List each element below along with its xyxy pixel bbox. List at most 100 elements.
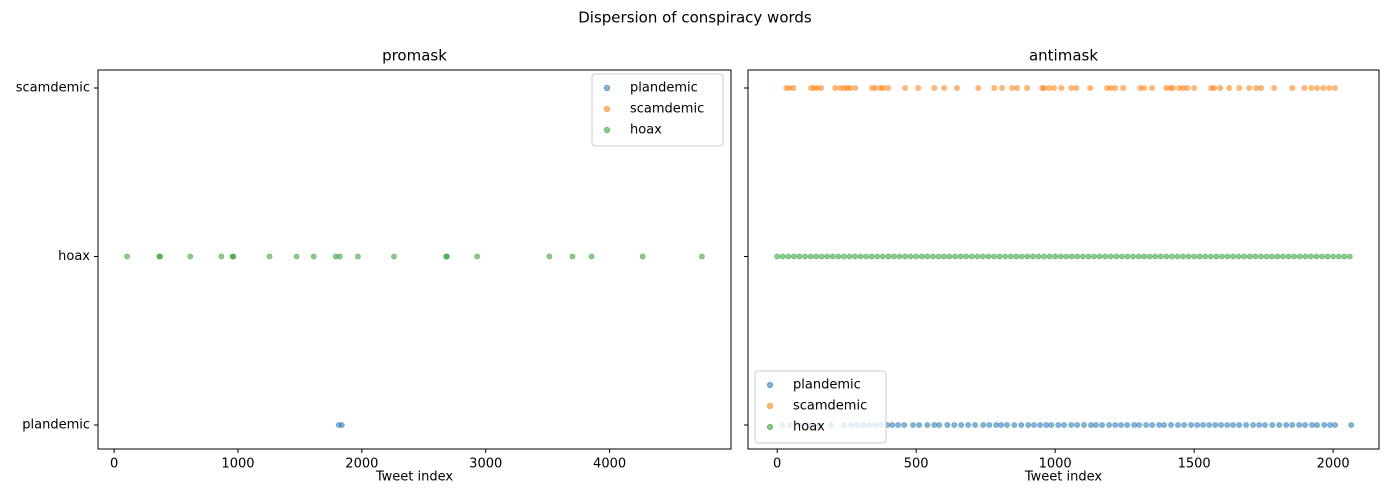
legend-marker	[603, 105, 611, 113]
legend-label: plandemic	[793, 378, 861, 393]
point	[1202, 253, 1209, 260]
point	[1327, 422, 1333, 428]
point	[952, 253, 958, 260]
point	[985, 253, 992, 260]
point	[1170, 85, 1176, 91]
point	[474, 253, 481, 260]
point	[880, 85, 886, 91]
point	[391, 253, 397, 260]
point	[1256, 422, 1263, 428]
x-tick-label: 3000	[469, 457, 502, 472]
point	[230, 253, 237, 260]
point	[1107, 253, 1114, 260]
point	[293, 253, 300, 260]
point	[1011, 422, 1018, 428]
point	[1009, 85, 1015, 91]
point	[1007, 253, 1014, 260]
point	[1156, 422, 1163, 428]
point	[1118, 253, 1125, 260]
point	[266, 253, 273, 260]
point	[986, 422, 993, 428]
point	[1330, 253, 1337, 260]
point	[1135, 253, 1142, 260]
point	[829, 253, 836, 260]
point	[1061, 422, 1067, 428]
point	[1041, 85, 1047, 91]
point	[1180, 253, 1186, 260]
point	[1024, 85, 1030, 91]
point	[1002, 253, 1009, 260]
point	[931, 85, 938, 91]
point	[1302, 253, 1309, 260]
legend-label: plandemic	[630, 81, 698, 96]
point	[874, 253, 881, 260]
point	[1289, 422, 1296, 428]
point	[1087, 85, 1094, 91]
legend-marker	[603, 126, 611, 134]
x-axis-label: Tweet index	[375, 470, 454, 485]
point	[1146, 253, 1153, 260]
point	[1074, 253, 1081, 260]
point	[1131, 422, 1138, 428]
legend-box	[754, 370, 887, 444]
point	[1184, 85, 1191, 91]
point	[1269, 422, 1276, 428]
point	[1185, 253, 1192, 260]
point	[1348, 422, 1355, 428]
plot-area	[747, 69, 1380, 450]
x-tick-label: 0	[773, 457, 781, 472]
point	[774, 253, 781, 260]
point	[1213, 253, 1220, 260]
point	[936, 422, 943, 428]
point	[1296, 253, 1303, 260]
point	[991, 85, 998, 91]
x-tick-label: 4000	[593, 457, 626, 472]
point	[980, 422, 987, 428]
point	[354, 253, 361, 260]
point	[187, 253, 194, 260]
point	[841, 253, 847, 260]
point	[1257, 253, 1264, 260]
point	[1291, 253, 1298, 260]
point	[1258, 85, 1265, 91]
point	[1091, 253, 1097, 260]
point	[1018, 253, 1025, 260]
point	[807, 253, 814, 260]
point	[975, 85, 982, 91]
point	[1271, 85, 1278, 91]
point	[1263, 253, 1270, 260]
point	[1250, 422, 1256, 428]
point	[1191, 85, 1198, 91]
point	[1236, 85, 1243, 91]
point	[1052, 253, 1059, 260]
point	[1035, 253, 1042, 260]
point	[310, 253, 317, 260]
point	[1174, 253, 1181, 260]
point	[588, 253, 595, 260]
legend-box	[591, 73, 724, 147]
point	[835, 253, 842, 260]
point	[1296, 422, 1303, 428]
legend-label: hoax	[793, 420, 825, 435]
point	[1217, 85, 1224, 91]
point	[1013, 253, 1020, 260]
point	[1051, 85, 1057, 91]
legend-label: scamdemic	[793, 399, 867, 414]
point	[1196, 253, 1203, 260]
point	[779, 253, 786, 260]
point	[1324, 253, 1331, 260]
point	[1226, 85, 1233, 91]
point	[846, 253, 853, 260]
point	[1118, 422, 1124, 428]
point	[796, 253, 803, 260]
point	[868, 253, 875, 260]
x-tick-label: 0	[110, 457, 118, 472]
x-tick-label: 2000	[345, 457, 378, 472]
point	[957, 253, 964, 260]
point	[1319, 253, 1325, 260]
point	[1041, 253, 1047, 260]
point	[1313, 253, 1320, 260]
point	[895, 422, 902, 428]
point	[1068, 422, 1075, 428]
point	[954, 85, 960, 91]
